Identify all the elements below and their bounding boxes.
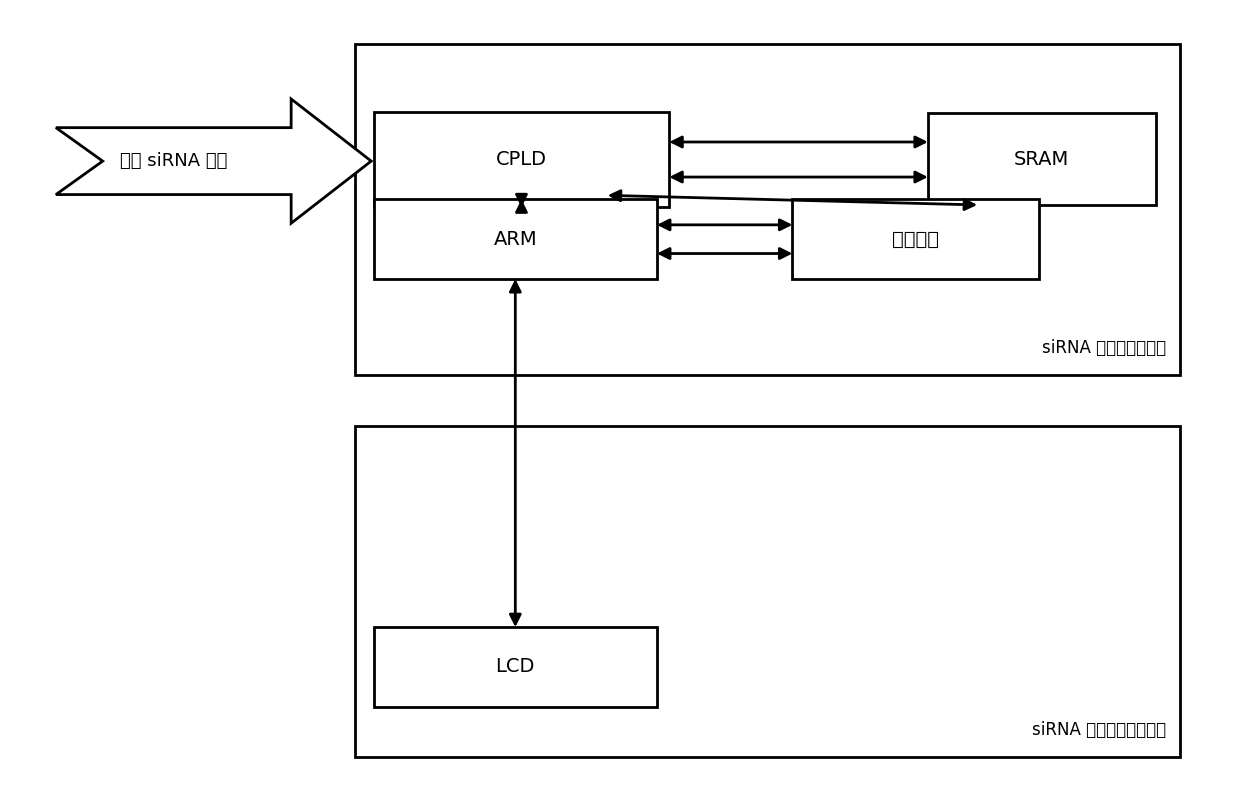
Bar bbox=[355, 427, 1180, 757]
Text: ARM: ARM bbox=[494, 229, 537, 249]
Bar bbox=[373, 200, 657, 279]
Polygon shape bbox=[56, 99, 371, 223]
Text: LCD: LCD bbox=[496, 658, 534, 676]
Text: CPLD: CPLD bbox=[496, 150, 547, 169]
Bar bbox=[373, 627, 657, 707]
Bar bbox=[928, 114, 1156, 205]
Bar bbox=[355, 44, 1180, 374]
Bar bbox=[792, 200, 1039, 279]
Text: 随机森林: 随机森林 bbox=[892, 229, 939, 249]
Text: siRNA 干扰效率预测模块: siRNA 干扰效率预测模块 bbox=[1032, 721, 1166, 740]
Bar bbox=[373, 112, 670, 208]
Text: SRAM: SRAM bbox=[1014, 150, 1069, 168]
Text: 输入 siRNA 序列: 输入 siRNA 序列 bbox=[120, 152, 227, 170]
Text: siRNA 序列预处理模块: siRNA 序列预处理模块 bbox=[1042, 339, 1166, 357]
